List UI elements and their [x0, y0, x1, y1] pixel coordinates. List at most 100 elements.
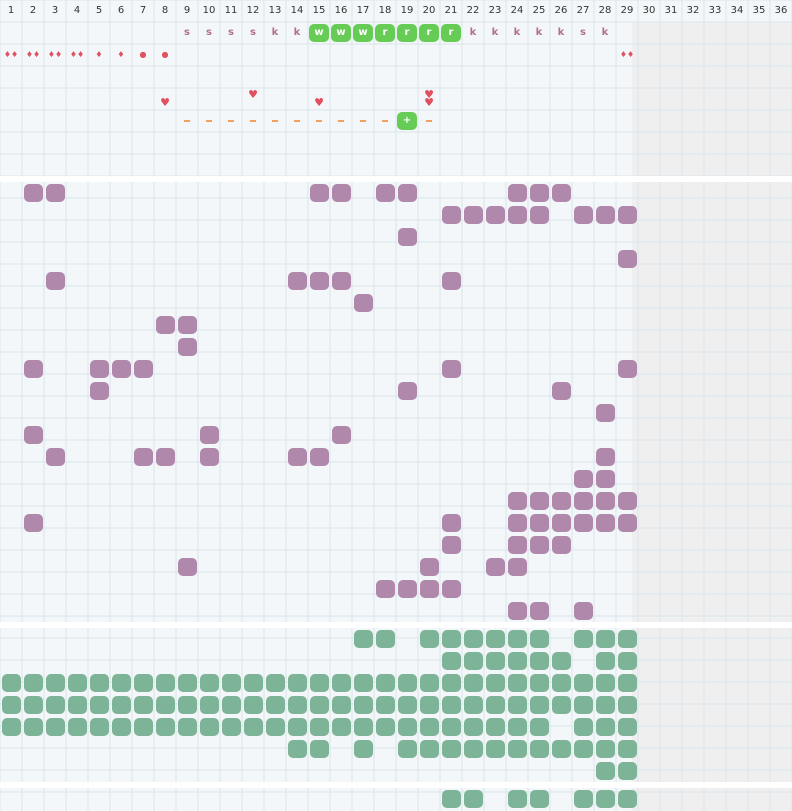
- green-entry[interactable]: [200, 696, 219, 714]
- green-entry[interactable]: [222, 674, 241, 692]
- purple-entry[interactable]: [442, 206, 461, 224]
- day-letter[interactable]: s: [250, 27, 256, 38]
- green-entry[interactable]: [552, 696, 571, 714]
- green-entry[interactable]: [266, 718, 285, 736]
- green-entry[interactable]: [244, 696, 263, 714]
- green-entry[interactable]: [266, 674, 285, 692]
- green-entry[interactable]: [310, 696, 329, 714]
- column-header[interactable]: 33: [708, 5, 722, 16]
- green-entry[interactable]: [618, 762, 637, 780]
- green-entry[interactable]: [376, 630, 395, 648]
- green-entry[interactable]: [464, 630, 483, 648]
- green-entry[interactable]: [332, 718, 351, 736]
- purple-entry[interactable]: [420, 580, 439, 598]
- green-entry[interactable]: [618, 696, 637, 714]
- purple-entry[interactable]: [574, 514, 593, 532]
- green-entry[interactable]: [486, 674, 505, 692]
- purple-entry[interactable]: [530, 492, 549, 510]
- purple-entry[interactable]: [90, 382, 109, 400]
- green-entry[interactable]: [354, 674, 373, 692]
- green-entry[interactable]: [90, 718, 109, 736]
- green-entry[interactable]: [46, 718, 65, 736]
- purple-entry[interactable]: [574, 602, 593, 620]
- purple-entry[interactable]: [398, 580, 417, 598]
- green-entry[interactable]: [420, 740, 439, 758]
- green-entry[interactable]: [530, 674, 549, 692]
- purple-entry[interactable]: [200, 448, 219, 466]
- green-entry[interactable]: [68, 718, 87, 736]
- purple-entry[interactable]: [310, 272, 329, 290]
- green-entry[interactable]: [398, 718, 417, 736]
- green-entry[interactable]: [354, 718, 373, 736]
- purple-entry[interactable]: [288, 448, 307, 466]
- purple-entry[interactable]: [310, 448, 329, 466]
- purple-entry[interactable]: [112, 360, 131, 378]
- green-entry[interactable]: [596, 718, 615, 736]
- green-entry[interactable]: [420, 696, 439, 714]
- green-entry[interactable]: [244, 674, 263, 692]
- column-header[interactable]: 26: [554, 5, 568, 16]
- purple-entry[interactable]: [24, 184, 43, 202]
- column-header[interactable]: 25: [532, 5, 546, 16]
- green-entry[interactable]: [442, 790, 461, 808]
- add-entry-button[interactable]: [397, 112, 417, 130]
- column-header[interactable]: 5: [95, 5, 103, 16]
- purple-entry[interactable]: [596, 514, 615, 532]
- day-letter[interactable]: k: [271, 27, 279, 38]
- green-entry[interactable]: [376, 674, 395, 692]
- green-entry[interactable]: [596, 630, 615, 648]
- green-entry[interactable]: [486, 696, 505, 714]
- green-entry[interactable]: [486, 652, 505, 670]
- purple-entry[interactable]: [398, 228, 417, 246]
- green-entry[interactable]: [376, 718, 395, 736]
- green-entry[interactable]: [420, 630, 439, 648]
- day-letter[interactable]: w: [336, 27, 346, 38]
- purple-entry[interactable]: [530, 536, 549, 554]
- green-entry[interactable]: [288, 740, 307, 758]
- column-header[interactable]: 17: [356, 5, 370, 16]
- purple-entry[interactable]: [90, 360, 109, 378]
- purple-entry[interactable]: [530, 206, 549, 224]
- purple-entry[interactable]: [332, 184, 351, 202]
- green-entry[interactable]: [354, 630, 373, 648]
- purple-entry[interactable]: [46, 184, 65, 202]
- column-header[interactable]: 2: [29, 5, 37, 16]
- purple-entry[interactable]: [508, 602, 527, 620]
- purple-entry[interactable]: [552, 382, 571, 400]
- highlight-tag[interactable]: [375, 24, 395, 42]
- purple-entry[interactable]: [156, 448, 175, 466]
- green-entry[interactable]: [134, 674, 153, 692]
- column-header[interactable]: 20: [422, 5, 436, 16]
- green-entry[interactable]: [134, 718, 153, 736]
- highlight-tag[interactable]: [397, 24, 417, 42]
- green-entry[interactable]: [442, 652, 461, 670]
- green-entry[interactable]: [134, 696, 153, 714]
- purple-entry[interactable]: [508, 558, 527, 576]
- purple-entry[interactable]: [508, 206, 527, 224]
- column-header[interactable]: 7: [139, 5, 147, 16]
- green-entry[interactable]: [618, 630, 637, 648]
- column-header[interactable]: 9: [183, 5, 191, 16]
- green-entry[interactable]: [464, 740, 483, 758]
- green-entry[interactable]: [178, 674, 197, 692]
- day-letter[interactable]: k: [535, 27, 543, 38]
- green-entry[interactable]: [596, 762, 615, 780]
- purple-entry[interactable]: [596, 448, 615, 466]
- green-entry[interactable]: [618, 790, 637, 808]
- purple-entry[interactable]: [552, 514, 571, 532]
- purple-entry[interactable]: [596, 470, 615, 488]
- column-header[interactable]: 30: [642, 5, 656, 16]
- day-letter[interactable]: k: [601, 27, 609, 38]
- column-header[interactable]: 1: [7, 5, 15, 16]
- purple-entry[interactable]: [332, 272, 351, 290]
- green-entry[interactable]: [574, 790, 593, 808]
- purple-entry[interactable]: [442, 580, 461, 598]
- column-header[interactable]: 3: [51, 5, 59, 16]
- purple-entry[interactable]: [442, 536, 461, 554]
- purple-entry[interactable]: [552, 492, 571, 510]
- purple-entry[interactable]: [486, 206, 505, 224]
- purple-entry[interactable]: [596, 206, 615, 224]
- purple-entry[interactable]: [618, 514, 637, 532]
- green-entry[interactable]: [552, 740, 571, 758]
- green-entry[interactable]: [354, 740, 373, 758]
